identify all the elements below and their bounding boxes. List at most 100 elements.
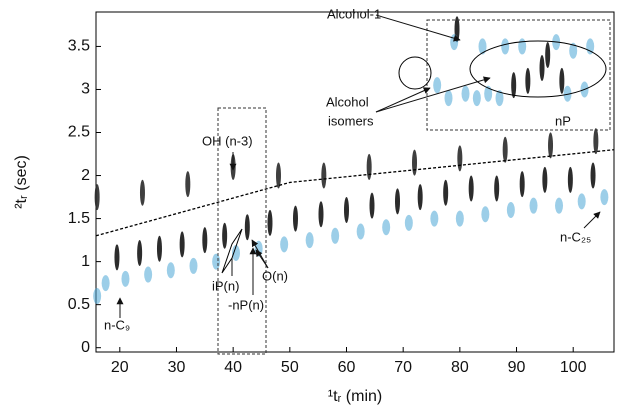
spot <box>166 262 175 279</box>
peak <box>502 136 508 163</box>
peak <box>457 145 463 172</box>
spot <box>450 34 459 51</box>
spot <box>433 77 442 94</box>
y-tick-label: 1 <box>81 253 90 270</box>
peak <box>369 192 375 219</box>
peak <box>139 179 145 206</box>
spot <box>101 275 110 292</box>
isomer-circle <box>398 56 432 90</box>
spot <box>430 210 439 227</box>
peak <box>567 166 573 193</box>
highlight-box <box>217 107 267 355</box>
peak <box>202 227 208 254</box>
spot <box>280 236 289 253</box>
peak <box>395 188 401 215</box>
spot <box>444 90 453 107</box>
peak <box>468 175 474 202</box>
x-tick-label: 20 <box>111 359 129 376</box>
spot <box>495 90 504 107</box>
spot <box>569 42 578 59</box>
spot <box>555 197 564 214</box>
y-tick-label: 1.5 <box>68 210 90 227</box>
spot <box>529 197 538 214</box>
peak <box>94 184 100 211</box>
spot <box>472 90 481 107</box>
peak <box>137 240 143 267</box>
peak <box>343 196 349 223</box>
spot <box>455 210 464 227</box>
x-tick-label: 90 <box>508 359 526 376</box>
peak <box>321 162 327 189</box>
spot <box>144 266 153 283</box>
inset-box <box>426 19 611 131</box>
spot <box>600 189 609 206</box>
annotation: iP(n) <box>212 278 239 293</box>
x-tick-label: 70 <box>394 359 412 376</box>
x-tick-label: 80 <box>451 359 469 376</box>
peak <box>417 184 423 211</box>
x-tick-label: 100 <box>560 359 587 376</box>
spot <box>93 288 102 305</box>
spot <box>121 270 130 287</box>
y-tick-label: 0 <box>81 339 90 356</box>
spot <box>506 201 515 218</box>
x-tick-label: 30 <box>168 359 186 376</box>
annotation: OH (n-3) <box>202 133 253 148</box>
plot-frame <box>95 11 615 353</box>
peak <box>412 149 418 176</box>
annotation: isomers <box>328 113 374 128</box>
arrow <box>583 211 601 229</box>
peak <box>511 72 517 99</box>
arrow <box>375 87 431 113</box>
peak <box>545 42 551 69</box>
x-tick-label: 60 <box>338 359 356 376</box>
annotation: n-C₉ <box>104 317 130 332</box>
peak <box>366 153 372 180</box>
spot <box>305 232 314 249</box>
peak <box>275 162 281 189</box>
arrow <box>255 249 269 269</box>
peak <box>593 128 599 155</box>
peak <box>185 171 191 198</box>
spot <box>484 85 493 102</box>
x-tick-label: 40 <box>224 359 242 376</box>
peak <box>179 231 185 258</box>
peak <box>156 235 162 262</box>
peak <box>548 132 554 159</box>
x-tick-label: 50 <box>281 359 299 376</box>
peak <box>318 201 324 228</box>
spot <box>563 85 572 102</box>
y-tick-label: 2 <box>81 167 90 184</box>
arrow <box>375 14 461 42</box>
peak <box>267 209 273 236</box>
annotation: O(n) <box>262 268 288 283</box>
spot <box>404 214 413 231</box>
y-tick-label: 3 <box>81 81 90 98</box>
spot <box>331 227 340 244</box>
y-tick-label: 0.5 <box>68 296 90 313</box>
peak <box>525 67 531 94</box>
spot <box>501 38 510 55</box>
peak <box>539 54 545 81</box>
y-axis-label: ²tᵣ (sec) <box>13 155 30 209</box>
spot <box>478 38 487 55</box>
spot <box>461 85 470 102</box>
annotation: n-C₂₅ <box>560 229 591 244</box>
spot <box>356 223 365 240</box>
annotation: nP <box>555 113 571 128</box>
spot <box>189 257 198 274</box>
annotation: -nP(n) <box>228 297 264 312</box>
y-tick-label: 2.5 <box>68 124 90 141</box>
x-axis-label: ¹tᵣ (min) <box>328 388 383 405</box>
peak <box>542 166 548 193</box>
annotation: Alcohol-1 <box>327 6 381 21</box>
peak <box>222 222 228 249</box>
spot <box>577 193 586 210</box>
spot <box>518 38 527 55</box>
peak <box>292 205 298 232</box>
annotation: Alcohol <box>326 94 369 109</box>
peak <box>244 214 250 241</box>
peak <box>443 179 449 206</box>
